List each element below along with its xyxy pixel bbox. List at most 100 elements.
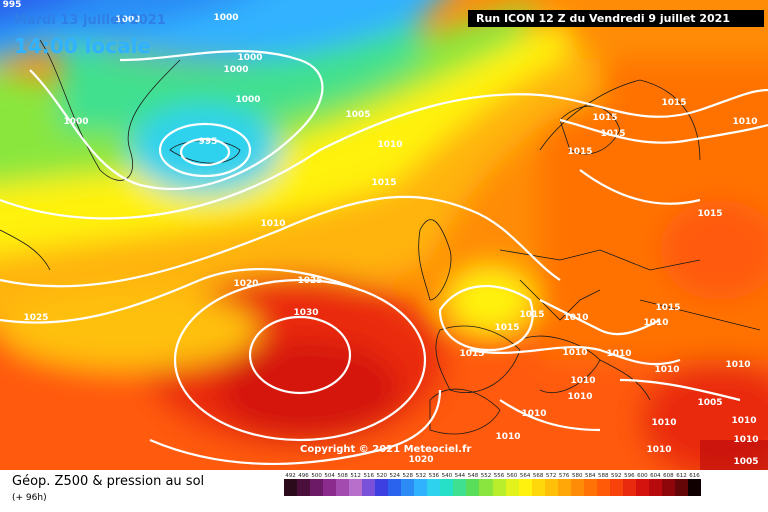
scale-swatch <box>310 479 324 496</box>
isobar-label: 1015 <box>494 323 520 333</box>
isobar-label: 1015 <box>655 303 681 313</box>
isobar-label: 1020 <box>408 455 434 465</box>
scale-swatch <box>479 479 493 496</box>
isobar-label: 1005 <box>697 398 723 408</box>
isobar-label: 1010 <box>570 376 596 386</box>
scale-swatch <box>440 479 454 496</box>
isobar-label: 1015 <box>519 310 545 320</box>
pressure-map <box>0 0 768 470</box>
scale-swatch <box>375 479 389 496</box>
isobar-label: 1015 <box>459 349 485 359</box>
isobar-label: 1010 <box>567 392 593 402</box>
scale-label: 560 <box>506 473 518 479</box>
scale-label: 532 <box>415 473 427 479</box>
scale-swatch <box>323 479 337 496</box>
isobar-label: 995 <box>2 0 22 10</box>
scale-label: 524 <box>389 473 401 479</box>
scale-label: 596 <box>624 473 635 479</box>
isobar-label: 995 <box>198 137 218 147</box>
isobar-label: 1010 <box>731 416 757 426</box>
scale-label: 612 <box>676 473 687 479</box>
scale-swatch <box>401 479 415 496</box>
isobar-label: 1010 <box>377 140 403 150</box>
color-scale-labels: 492 496 500 504 508 512 516 520 524 528 532 536 540 5… <box>284 473 754 479</box>
scale-swatch <box>466 479 480 496</box>
scale-swatch <box>336 479 350 496</box>
isobar-label: 1010 <box>260 219 286 229</box>
isobar-label: 1015 <box>697 209 723 219</box>
geopotential-field <box>0 0 768 470</box>
isobar-label: 1010 <box>643 318 669 328</box>
scale-swatch <box>557 479 571 496</box>
scale-label: 608 <box>663 473 674 479</box>
legend-subtitle: (+ 96h) <box>12 493 47 503</box>
scale-label: 600 <box>637 473 648 479</box>
scale-label: 520 <box>376 473 387 479</box>
scale-label: 604 <box>650 473 661 479</box>
scale-swatch <box>349 479 363 496</box>
isobar-label: 1015 <box>371 178 397 188</box>
scale-swatch <box>427 479 441 496</box>
scale-label: 508 <box>337 473 348 479</box>
isobar-label: 1000 <box>237 53 263 63</box>
scale-label: 536 <box>428 473 440 479</box>
isobar-label: 1010 <box>725 360 751 370</box>
isobars <box>0 50 768 466</box>
scale-label: 584 <box>584 473 596 479</box>
scale-label: 556 <box>493 473 505 479</box>
scale-label: 540 <box>441 473 453 479</box>
scale-label: 504 <box>324 473 335 479</box>
isobar-label: 1015 <box>592 113 618 123</box>
isobar-label: 1000 <box>115 15 141 25</box>
copyright-notice: Copyright © 2021 Meteociel.fr <box>300 444 472 455</box>
isobar-label: 1015 <box>600 129 626 139</box>
scale-swatch <box>648 479 662 496</box>
isobar-label: 1000 <box>213 13 239 23</box>
scale-swatch <box>661 479 675 496</box>
scale-swatch <box>674 479 688 496</box>
isobar-label: 1010 <box>646 445 672 455</box>
scale-swatch <box>622 479 636 496</box>
forecast-date: Mardi 13 juillet 2021 <box>14 13 166 28</box>
scale-label: 564 <box>519 473 531 479</box>
scale-swatch <box>544 479 558 496</box>
isobar-label: 1010 <box>521 409 547 419</box>
scale-swatch <box>596 479 610 496</box>
isobar-label: 1010 <box>562 348 588 358</box>
color-scale-swatches <box>284 479 754 496</box>
scale-label: 548 <box>467 473 479 479</box>
isobar-label: 1000 <box>63 117 89 127</box>
isobar-label: 1005 <box>345 110 371 120</box>
scale-label: 516 <box>363 473 374 479</box>
isobar-label: 1000 <box>223 65 249 75</box>
scale-swatch <box>505 479 519 496</box>
isobar-label: 1015 <box>567 147 593 157</box>
scale-label: 500 <box>311 473 322 479</box>
scale-swatch <box>609 479 623 496</box>
scale-label: 568 <box>532 473 544 479</box>
scale-swatch <box>284 479 298 496</box>
isobar-label: 1015 <box>661 98 687 108</box>
scale-label: 544 <box>454 473 466 479</box>
scale-label: 512 <box>350 473 361 479</box>
isobar-label: 1010 <box>732 117 758 127</box>
scale-swatch <box>583 479 597 496</box>
forecast-time: 14:00 locale <box>14 34 151 58</box>
model-run-banner: Run ICON 12 Z du Vendredi 9 juillet 2021 <box>468 10 764 27</box>
scale-swatch <box>297 479 311 496</box>
isobar-label: 1030 <box>293 308 319 318</box>
scale-swatch <box>388 479 402 496</box>
isobar-label: 1005 <box>733 457 759 467</box>
scale-label: 528 <box>402 473 414 479</box>
scale-swatch <box>570 479 584 496</box>
scale-swatch <box>414 479 428 496</box>
legend-title: Géop. Z500 & pression au sol <box>12 474 205 489</box>
scale-swatch <box>453 479 467 496</box>
scale-label: 552 <box>480 473 492 479</box>
scale-label: 588 <box>598 473 609 479</box>
isobar-label: 1010 <box>606 349 632 359</box>
scale-label: 616 <box>689 473 700 479</box>
scale-label: 580 <box>571 473 583 479</box>
isobar-label: 1010 <box>495 432 521 442</box>
